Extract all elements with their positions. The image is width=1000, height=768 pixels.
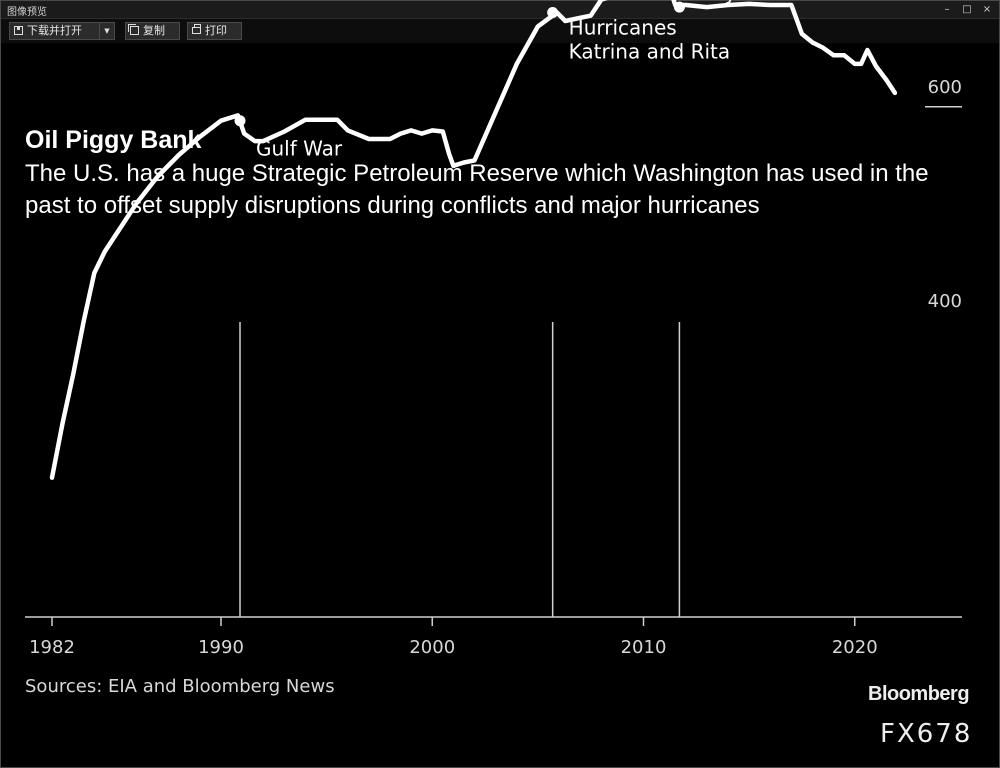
window-title: 图像预览 [7,7,47,18]
copy-button[interactable]: 复制 [125,22,180,40]
event-annotation-label: Hurricanes Katrina and Rita [569,15,730,63]
y-tick-label: 400 [928,291,962,312]
close-icon[interactable]: × [982,4,992,15]
minimize-icon[interactable]: – [944,4,950,15]
toolbar: 下载并打开 ▼ 复制 打印 [1,19,999,43]
x-tick-label: 1990 [198,637,244,658]
watermark-code: FX678 [880,719,973,749]
x-tick-label: 2010 [621,637,667,658]
maximize-icon[interactable]: □ [962,4,972,15]
copy-label: 复制 [143,24,165,37]
print-label: 打印 [205,24,227,37]
event-marker-dot [673,1,685,13]
x-tick-label: 1982 [29,637,75,658]
event-marker-dot [547,6,559,18]
event-marker-dot [234,115,246,127]
chart-subtitle: The U.S. has a huge Strategic Petroleum … [25,160,929,219]
save-icon [14,26,23,35]
source-note: Sources: EIA and Bloomberg News [25,676,335,697]
copy-icon [128,24,139,35]
print-icon [192,24,201,34]
event-annotation-label: Gulf War [256,137,343,161]
bloomberg-logo: Bloomberg [868,683,970,705]
chart-title: Oil Piggy Bank [25,126,202,154]
print-button[interactable]: 打印 [187,22,242,40]
y-tick-label: 600 [928,77,962,98]
x-tick-label: 2020 [832,637,878,658]
download-dropdown-button[interactable]: ▼ [99,22,115,40]
download-open-label: 下载并打开 [27,24,82,37]
chevron-down-icon: ▼ [104,27,110,35]
download-open-button[interactable]: 下载并打开 [9,22,102,40]
reserve-series-line [49,0,898,480]
event-annotation-label: Libyan civil war [695,0,851,4]
x-tick-label: 2000 [409,637,455,658]
